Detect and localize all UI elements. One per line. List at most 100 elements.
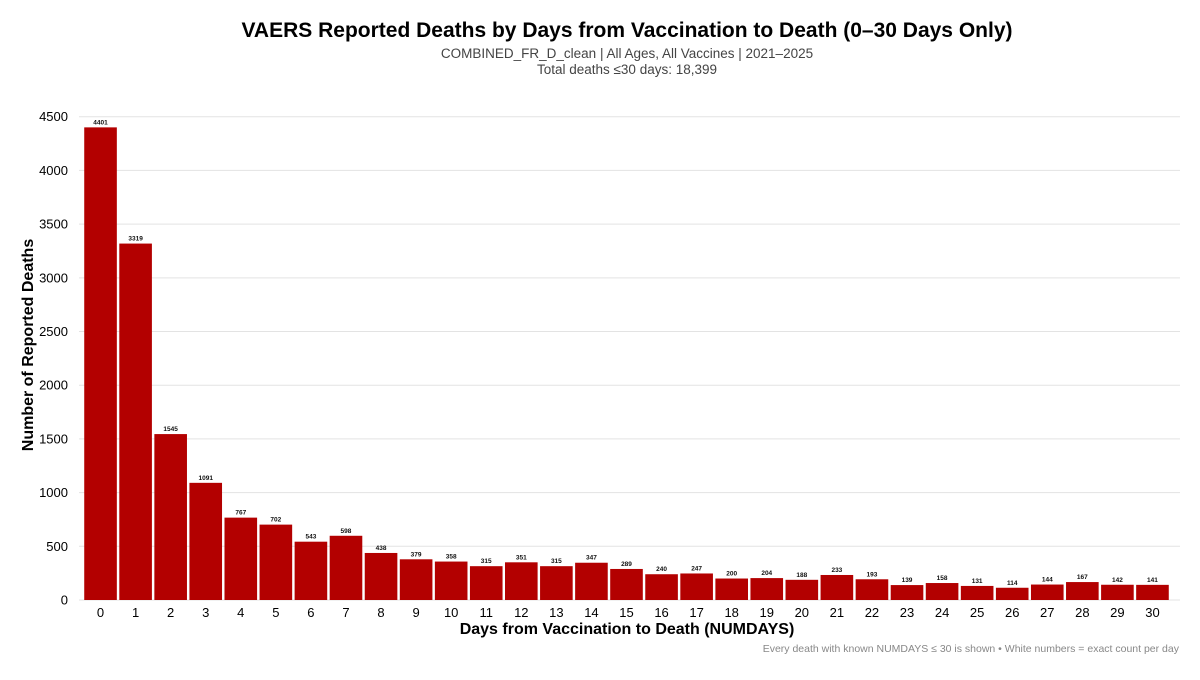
bar: [224, 517, 258, 600]
x-tick-label: 4: [237, 605, 244, 620]
x-tick-label: 29: [1110, 605, 1124, 620]
bar: [820, 574, 854, 600]
bar: [540, 566, 573, 600]
x-tick-label: 20: [795, 605, 809, 620]
data-label: 204: [761, 570, 772, 577]
x-tick-label: 28: [1075, 605, 1089, 620]
bar: [610, 568, 643, 600]
y-tick-label: 4500: [39, 109, 68, 124]
x-axis-ticks: 0 1 2 3 4 5 6 7 8 9 10 11 12 13 14 15 16 17 18 19 20 21 22 23 24…: [97, 605, 1160, 620]
y-axis-ticks: 0 500 1000 1500 2000 2500 3000 3500 4000 4500: [39, 109, 68, 607]
x-tick-label: 3: [202, 605, 209, 620]
data-label: 188: [796, 572, 807, 579]
bar: [434, 561, 468, 600]
x-tick-label: 16: [654, 605, 668, 620]
bar: [750, 578, 784, 600]
data-label: 289: [621, 561, 632, 568]
bar: [1030, 584, 1064, 600]
data-label: 702: [270, 517, 281, 524]
data-label: 158: [937, 575, 948, 582]
bar: [189, 482, 223, 600]
chart-subtitle: COMBINED_FR_D_clean | All Ages, All Vacc…: [441, 46, 813, 61]
x-tick-label: 1: [132, 605, 139, 620]
x-tick-label: 19: [760, 605, 774, 620]
bar: [785, 579, 819, 600]
data-label: 139: [902, 577, 913, 584]
y-tick-label: 3500: [39, 217, 68, 232]
data-label: 1091: [198, 475, 213, 482]
x-tick-label: 17: [689, 605, 703, 620]
data-label: 1545: [163, 426, 178, 433]
y-tick-label: 4000: [39, 163, 68, 178]
y-tick-label: 1500: [39, 431, 68, 446]
bar: [715, 578, 748, 600]
x-tick-label: 30: [1145, 605, 1159, 620]
x-tick-label: 11: [479, 605, 493, 620]
y-tick-label: 2000: [39, 378, 68, 393]
chart-subtitle-total: Total deaths ≤30 days: 18,399: [537, 62, 717, 77]
x-tick-label: 23: [900, 605, 914, 620]
data-label: 131: [972, 578, 983, 585]
bar: [680, 573, 713, 600]
y-tick-label: 3000: [39, 270, 68, 285]
data-labels: 4401 3319 1545 1091 767 702 543 598 438 379 358 315…: [93, 119, 1158, 586]
x-tick-label: 12: [514, 605, 528, 620]
bar: [294, 541, 328, 600]
x-tick-label: 13: [549, 605, 563, 620]
bar: [505, 562, 538, 600]
bar: [329, 535, 363, 600]
bar: [855, 579, 889, 600]
data-label: 767: [235, 510, 246, 517]
data-label: 193: [867, 571, 878, 578]
x-tick-label: 9: [412, 605, 419, 620]
data-label: 315: [481, 558, 492, 565]
x-tick-label: 27: [1040, 605, 1054, 620]
x-tick-label: 6: [307, 605, 314, 620]
x-tick-label: 7: [342, 605, 349, 620]
data-label: 315: [551, 558, 562, 565]
chart-title: VAERS Reported Deaths by Days from Vacci…: [241, 19, 1012, 42]
y-tick-label: 0: [61, 593, 68, 608]
data-label: 200: [726, 571, 737, 578]
bar: [1136, 584, 1169, 600]
data-label: 3319: [128, 236, 143, 243]
x-tick-label: 25: [970, 605, 984, 620]
data-label: 358: [446, 554, 457, 561]
x-tick-label: 18: [724, 605, 738, 620]
data-label: 240: [656, 566, 667, 573]
chart-caption: Every death with known NUMDAYS ≤ 30 is s…: [763, 643, 1180, 655]
bar: [960, 585, 994, 600]
data-label: 438: [376, 545, 387, 552]
bar: [575, 562, 608, 600]
bar: [645, 574, 678, 600]
bar: [84, 127, 117, 600]
bars: [84, 127, 1169, 600]
data-label: 351: [516, 554, 527, 561]
x-axis-label: Days from Vaccination to Death (NUMDAYS): [460, 621, 795, 638]
x-tick-label: 22: [865, 605, 879, 620]
data-label: 247: [691, 565, 702, 572]
bar: [469, 566, 503, 600]
bar: [1101, 584, 1134, 600]
data-label: 598: [341, 528, 352, 535]
y-axis-label: Number of Reported Deaths: [20, 239, 37, 452]
data-label: 4401: [93, 119, 108, 126]
data-label: 543: [305, 534, 316, 541]
x-tick-label: 8: [377, 605, 384, 620]
bar: [364, 552, 398, 600]
bar: [890, 585, 924, 600]
bar: [1066, 582, 1099, 600]
data-label: 141: [1147, 577, 1158, 584]
data-label: 379: [411, 551, 422, 558]
x-tick-label: 5: [272, 605, 279, 620]
x-tick-label: 24: [935, 605, 949, 620]
x-tick-label: 2: [167, 605, 174, 620]
y-tick-label: 2500: [39, 324, 68, 339]
data-label: 114: [1007, 580, 1018, 587]
bar: [119, 243, 152, 600]
data-label: 144: [1042, 577, 1053, 584]
x-tick-label: 15: [619, 605, 633, 620]
x-tick-label: 0: [97, 605, 104, 620]
